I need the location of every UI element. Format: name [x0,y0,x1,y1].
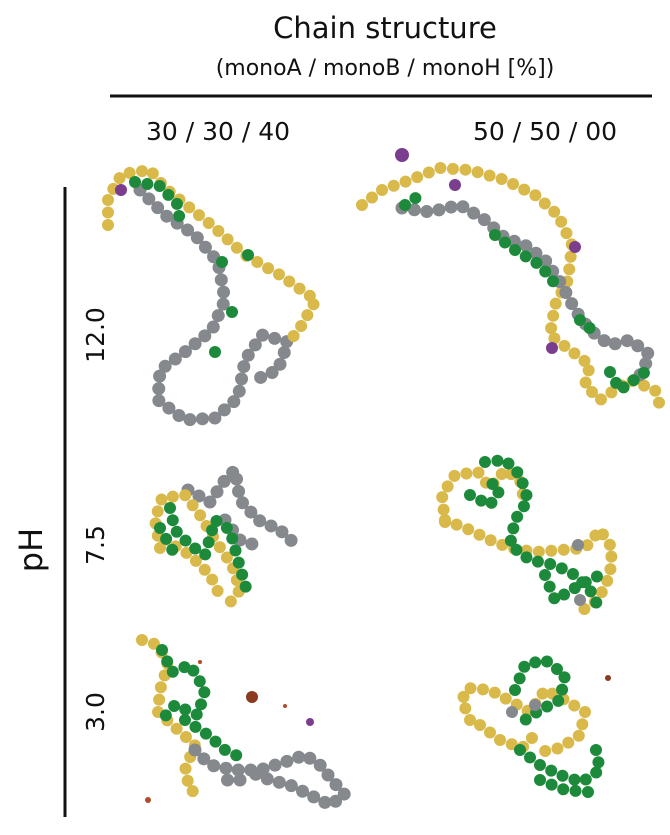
column-header: 30 / 30 / 40 [146,117,290,146]
molecule-pH7.5-left [149,463,303,611]
figure-subtitle: (monoA / monoB / monoH [%]) [216,56,555,81]
row-axis-label: pH [12,528,50,572]
molecule-pH12-left [102,164,322,427]
molecule-pH3-right [456,654,611,798]
column-header: 50 / 50 / 00 [473,117,617,146]
row-label: 7.5 [81,525,110,565]
molecule-pH12-right [356,148,668,418]
molecule-pH3-left [136,634,352,812]
row-label: 3.0 [81,692,110,732]
molecule-pH7.5-right [436,454,618,618]
figure-title: Chain structure [273,11,497,45]
row-label: 12.0 [81,307,110,363]
